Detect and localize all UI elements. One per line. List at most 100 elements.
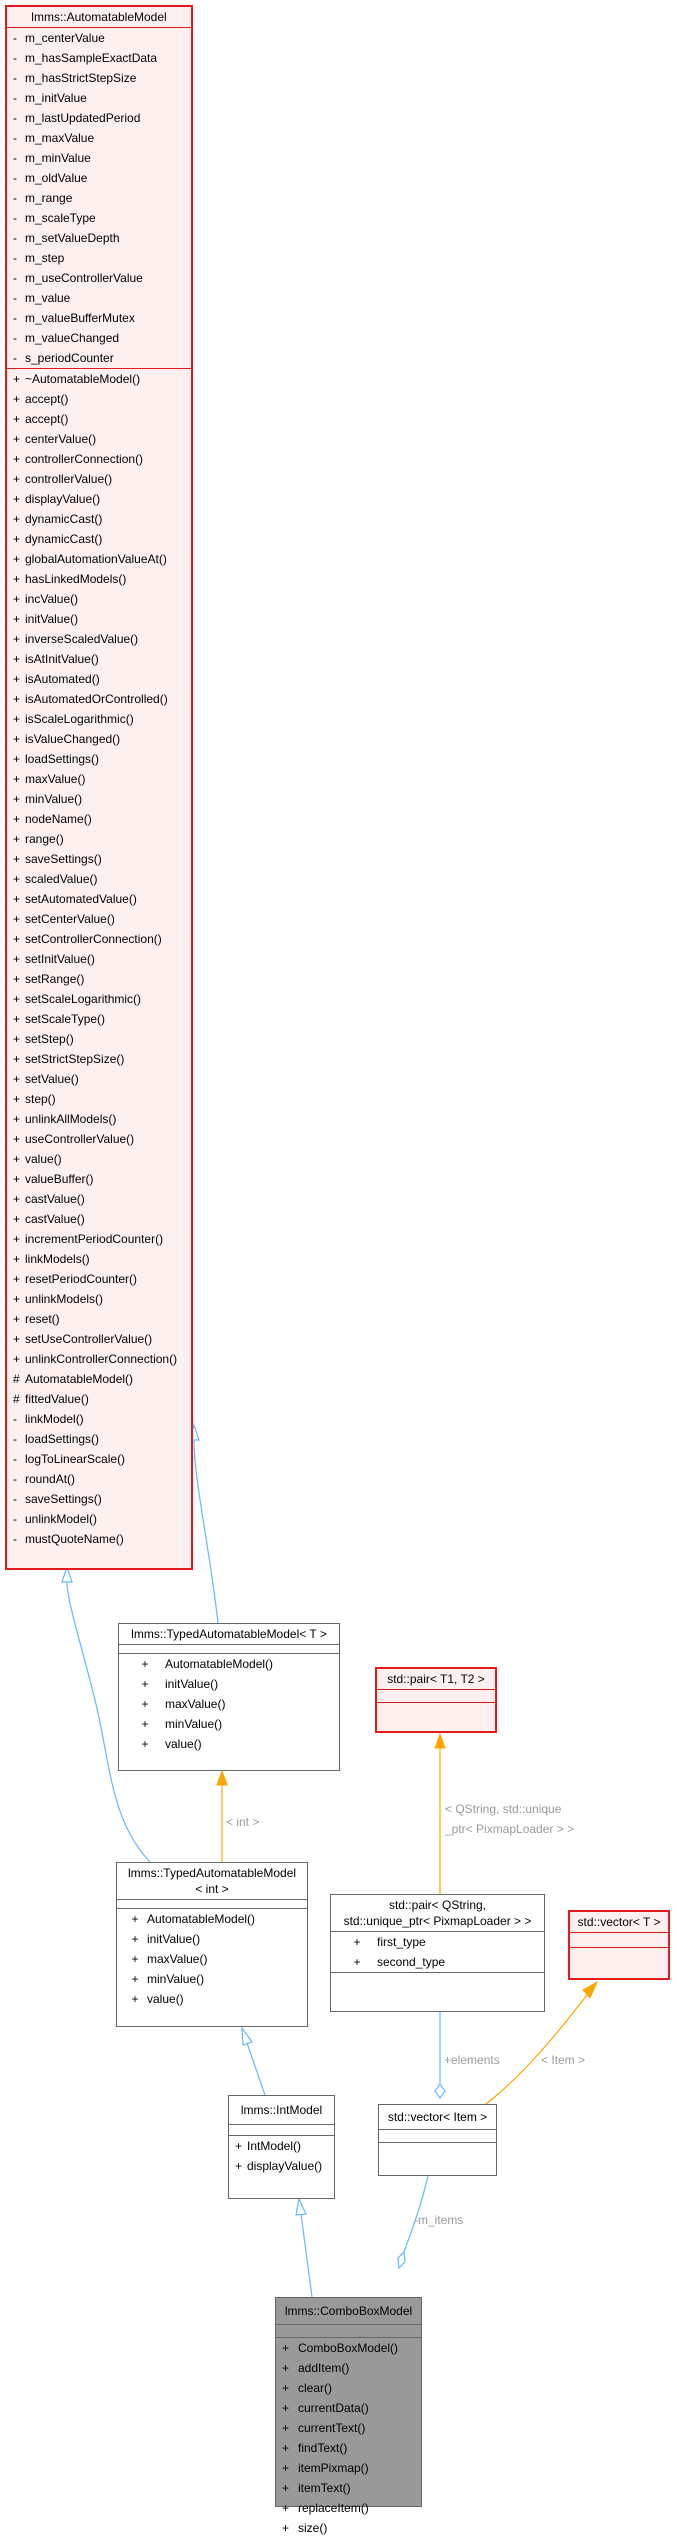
class-member[interactable]: + setValue(): [7, 1069, 191, 1089]
class-member[interactable]: - m_maxValue: [7, 128, 191, 148]
class-member[interactable]: - m_value: [7, 288, 191, 308]
class-member[interactable]: + centerValue(): [7, 429, 191, 449]
class-typed-automatable-model-int[interactable]: lmms::TypedAutomatableModel < int > + Aut…: [116, 1862, 308, 2027]
class-member[interactable]: + unlinkControllerConnection(): [7, 1349, 191, 1369]
class-member[interactable]: + initValue(): [7, 609, 191, 629]
class-member[interactable]: + setUseControllerValue(): [7, 1329, 191, 1349]
class-member[interactable]: - s_periodCounter: [7, 348, 191, 368]
class-member[interactable]: - m_scaleType: [7, 208, 191, 228]
class-member[interactable]: + incrementPeriodCounter(): [7, 1229, 191, 1249]
class-member[interactable]: + second_type: [331, 1952, 544, 1972]
class-member[interactable]: + saveSettings(): [7, 849, 191, 869]
class-member[interactable]: + initValue(): [119, 1674, 339, 1694]
class-member[interactable]: - loadSettings(): [7, 1429, 191, 1449]
class-member[interactable]: + replaceItem(): [276, 2498, 421, 2518]
class-std-vector-item[interactable]: std::vector< Item >: [378, 2104, 497, 2176]
class-member[interactable]: - m_minValue: [7, 148, 191, 168]
class-typed-automatable-model-t[interactable]: lmms::TypedAutomatableModel< T > + Automa…: [118, 1623, 340, 1771]
class-member[interactable]: + setControllerConnection(): [7, 929, 191, 949]
class-member[interactable]: - m_initValue: [7, 88, 191, 108]
class-member[interactable]: + step(): [7, 1089, 191, 1109]
class-member[interactable]: + maxValue(): [7, 769, 191, 789]
class-member[interactable]: + setAutomatedValue(): [7, 889, 191, 909]
class-member[interactable]: + value(): [119, 1734, 339, 1754]
class-member[interactable]: + reset(): [7, 1309, 191, 1329]
class-member[interactable]: - saveSettings(): [7, 1489, 191, 1509]
class-member[interactable]: + IntModel(): [229, 2136, 334, 2156]
class-member[interactable]: - m_useControllerValue: [7, 268, 191, 288]
class-member[interactable]: + itemPixmap(): [276, 2458, 421, 2478]
class-member[interactable]: + isValueChanged(): [7, 729, 191, 749]
class-member[interactable]: - m_lastUpdatedPeriod: [7, 108, 191, 128]
class-combo-box-model[interactable]: lmms::ComboBoxModel + ComboBoxModel() + add…: [275, 2297, 422, 2535]
class-member[interactable]: - linkModel(): [7, 1409, 191, 1429]
class-member[interactable]: - m_hasStrictStepSize: [7, 68, 191, 88]
class-member[interactable]: + ~AutomatableModel(): [7, 369, 191, 389]
class-member[interactable]: + value(): [7, 1149, 191, 1169]
class-member[interactable]: + displayValue(): [7, 489, 191, 509]
class-member[interactable]: + controllerConnection(): [7, 449, 191, 469]
class-member[interactable]: + displayValue(): [229, 2156, 334, 2176]
class-member[interactable]: + AutomatableModel(): [117, 1909, 307, 1929]
class-std-vector-template[interactable]: std::vector< T >: [568, 1910, 670, 1980]
class-member[interactable]: - m_valueChanged: [7, 328, 191, 348]
class-member[interactable]: + accept(): [7, 389, 191, 409]
class-member[interactable]: + isAutomatedOrControlled(): [7, 689, 191, 709]
class-automatable-model[interactable]: lmms::AutomatableModel - m_centerValue - m_…: [5, 5, 193, 1570]
class-member[interactable]: + nodeName(): [7, 809, 191, 829]
class-member[interactable]: - m_centerValue: [7, 28, 191, 48]
class-member[interactable]: + isAutomated(): [7, 669, 191, 689]
class-member[interactable]: + unlinkModels(): [7, 1289, 191, 1309]
class-member[interactable]: + castValue(): [7, 1189, 191, 1209]
class-member[interactable]: + controllerValue(): [7, 469, 191, 489]
class-member[interactable]: + dynamicCast(): [7, 529, 191, 549]
class-member[interactable]: + setStrictStepSize(): [7, 1049, 191, 1069]
class-member[interactable]: + incValue(): [7, 589, 191, 609]
class-member[interactable]: + itemText(): [276, 2478, 421, 2498]
class-member[interactable]: + range(): [7, 829, 191, 849]
class-member[interactable]: + minValue(): [7, 789, 191, 809]
class-member[interactable]: + unlinkAllModels(): [7, 1109, 191, 1129]
class-member[interactable]: + maxValue(): [119, 1694, 339, 1714]
class-member[interactable]: + value(): [117, 1989, 307, 2009]
class-int-model[interactable]: lmms::IntModel + IntModel() + displayValue(…: [228, 2095, 335, 2199]
class-std-pair-qstring[interactable]: std::pair< QString, std::unique_ptr< Pix…: [330, 1894, 545, 2012]
class-member[interactable]: + setCenterValue(): [7, 909, 191, 929]
class-member[interactable]: + currentData(): [276, 2398, 421, 2418]
class-member[interactable]: - m_valueBufferMutex: [7, 308, 191, 328]
class-member[interactable]: + setScaleLogarithmic(): [7, 989, 191, 1009]
class-member[interactable]: + resetPeriodCounter(): [7, 1269, 191, 1289]
class-member[interactable]: # fittedValue(): [7, 1389, 191, 1409]
class-member[interactable]: + clear(): [276, 2378, 421, 2398]
class-member[interactable]: - logToLinearScale(): [7, 1449, 191, 1469]
class-member[interactable]: + findText(): [276, 2438, 421, 2458]
class-member[interactable]: + size(): [276, 2518, 421, 2538]
class-member[interactable]: + maxValue(): [117, 1949, 307, 1969]
class-member[interactable]: - m_hasSampleExactData: [7, 48, 191, 68]
class-member[interactable]: + isAtInitValue(): [7, 649, 191, 669]
class-member[interactable]: + globalAutomationValueAt(): [7, 549, 191, 569]
class-member[interactable]: + setStep(): [7, 1029, 191, 1049]
class-member[interactable]: + hasLinkedModels(): [7, 569, 191, 589]
class-member[interactable]: + setScaleType(): [7, 1009, 191, 1029]
class-member[interactable]: + inverseScaledValue(): [7, 629, 191, 649]
class-member[interactable]: + useControllerValue(): [7, 1129, 191, 1149]
class-member[interactable]: # AutomatableModel(): [7, 1369, 191, 1389]
class-member[interactable]: - mustQuoteName(): [7, 1529, 191, 1549]
class-member[interactable]: + ComboBoxModel(): [276, 2338, 421, 2358]
class-member[interactable]: + setRange(): [7, 969, 191, 989]
class-member[interactable]: - unlinkModel(): [7, 1509, 191, 1529]
class-member[interactable]: + accept(): [7, 409, 191, 429]
class-member[interactable]: + scaledValue(): [7, 869, 191, 889]
class-member[interactable]: + currentText(): [276, 2418, 421, 2438]
class-std-pair-template[interactable]: std::pair< T1, T2 >: [375, 1667, 497, 1733]
class-member[interactable]: - m_setValueDepth: [7, 228, 191, 248]
class-member[interactable]: + castValue(): [7, 1209, 191, 1229]
class-member[interactable]: + minValue(): [117, 1969, 307, 1989]
class-member[interactable]: + AutomatableModel(): [119, 1654, 339, 1674]
class-member[interactable]: + minValue(): [119, 1714, 339, 1734]
class-member[interactable]: - m_step: [7, 248, 191, 268]
class-member[interactable]: - m_range: [7, 188, 191, 208]
class-member[interactable]: + linkModels(): [7, 1249, 191, 1269]
class-member[interactable]: + initValue(): [117, 1929, 307, 1949]
